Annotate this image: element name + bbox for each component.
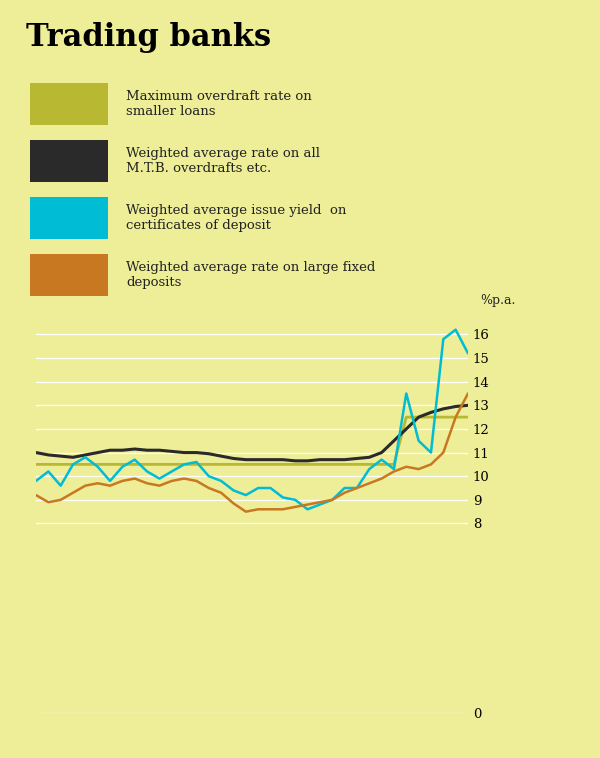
Text: Weighted average issue yield  on
certificates of deposit: Weighted average issue yield on certific… xyxy=(126,204,346,232)
Text: Weighted average rate on large fixed
deposits: Weighted average rate on large fixed dep… xyxy=(126,261,376,289)
Text: %p.a.: %p.a. xyxy=(480,294,515,307)
Text: Trading banks: Trading banks xyxy=(25,23,271,53)
Text: Weighted average rate on all
M.T.B. overdrafts etc.: Weighted average rate on all M.T.B. over… xyxy=(126,147,320,175)
Text: Maximum overdraft rate on
smaller loans: Maximum overdraft rate on smaller loans xyxy=(126,90,312,118)
